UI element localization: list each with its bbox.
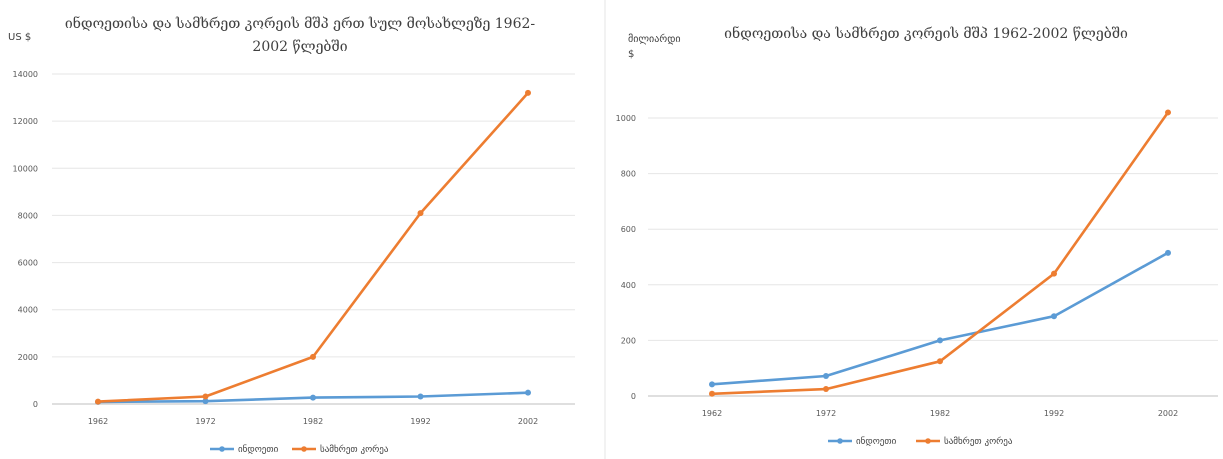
legend-label-india: ინდოეთი (238, 444, 279, 455)
data-point-korea (709, 390, 715, 397)
x-tick-label: 1992 (1044, 409, 1064, 418)
x-tick-label: 1962 (88, 417, 108, 426)
data-point-korea (95, 398, 101, 405)
x-tick-label: 1992 (410, 417, 430, 426)
x-tick-label: 1972 (195, 417, 215, 426)
data-point-korea (310, 353, 316, 360)
y-tick-label: 6000 (18, 259, 38, 268)
x-tick-label: 2002 (518, 417, 538, 426)
y-tick-label: 10000 (13, 164, 38, 173)
chart-title-line1: ინდოეთისა და სამხრეთ კორეის მშპ ერთ სულ … (65, 14, 536, 32)
y-tick-label: 12000 (13, 117, 38, 126)
gridlines (648, 117, 1218, 397)
data-point-india (202, 398, 209, 405)
y-axis-unit-label-line1: მილიარდი (628, 33, 681, 45)
data-point-india (310, 394, 316, 401)
y-tick-label: 0 (33, 400, 38, 409)
legend: ინდოეთი სამხრეთ კორეა (210, 444, 389, 455)
data-point-korea (417, 210, 424, 217)
panel-divider (604, 0, 606, 459)
y-tick-label: 4000 (18, 306, 38, 315)
chart-title: ინდოეთისა და სამხრეთ კორეის მშპ 1962-200… (724, 24, 1128, 42)
legend-dot-korea (925, 438, 931, 444)
legend-dot-india (219, 446, 225, 452)
data-point-india (525, 389, 531, 396)
gridlines (52, 73, 575, 405)
legend-dot-korea (301, 446, 307, 452)
x-axis-ticks: 1962 1972 1982 1992 2002 (88, 417, 538, 426)
data-point-korea (1051, 270, 1057, 277)
legend-label-india: ინდოეთი (856, 436, 897, 447)
legend-label-korea: სამხრეთ კორეა (320, 444, 389, 455)
y-axis-ticks: 0 2000 4000 6000 8000 10000 12000 14000 (13, 70, 38, 409)
x-tick-label: 1962 (702, 409, 722, 418)
series-group (709, 109, 1171, 397)
y-axis-unit-label-line2: $ (628, 49, 634, 60)
x-tick-label: 2002 (1158, 409, 1178, 418)
data-point-india (823, 372, 829, 379)
data-point-india (709, 381, 715, 388)
x-tick-label: 1972 (816, 409, 836, 418)
left-chart-panel: ინდოეთისა და სამხრეთ კორეის მშპ ერთ სულ … (0, 0, 604, 459)
data-point-korea (937, 358, 943, 365)
series-group (95, 89, 531, 405)
data-point-india (417, 393, 424, 400)
legend: ინდოეთი სამხრეთ კორეა (828, 436, 1013, 447)
data-point-korea (1165, 109, 1171, 116)
y-tick-label: 2000 (18, 353, 38, 362)
data-point-india (1051, 313, 1057, 320)
x-tick-label: 1982 (930, 409, 950, 418)
x-axis-ticks: 1962 1972 1982 1992 2002 (702, 409, 1178, 418)
data-point-korea (202, 393, 209, 400)
series-line-korea (711, 111, 1170, 396)
y-tick-label: 1000 (616, 114, 636, 123)
data-point-india (1165, 249, 1171, 256)
y-tick-label: 14000 (13, 70, 38, 79)
series-line-india (711, 251, 1169, 386)
legend-label-korea: სამხრეთ კორეა (944, 436, 1013, 447)
y-axis-unit-label: US $ (8, 32, 31, 43)
y-tick-label: 400 (621, 281, 636, 290)
legend-dot-india (837, 438, 843, 444)
gdp-per-capita-chart: ინდოეთისა და სამხრეთ კორეის მშპ ერთ სულ … (8, 14, 575, 455)
y-tick-label: 800 (621, 170, 636, 179)
y-tick-label: 200 (621, 336, 636, 345)
data-point-korea (823, 386, 829, 393)
y-tick-label: 0 (631, 392, 636, 401)
data-point-korea (525, 89, 531, 96)
data-point-india (937, 337, 943, 344)
y-tick-label: 8000 (18, 211, 38, 220)
y-axis-ticks: 0 200 400 600 800 1000 (616, 114, 636, 401)
chart-title-line2: 2002 წლებში (252, 38, 347, 55)
x-tick-label: 1982 (303, 417, 323, 426)
gdp-total-chart: ინდოეთისა და სამხრეთ კორეის მშპ 1962-200… (616, 24, 1218, 447)
right-chart-panel: ინდოეთისა და სამხრეთ კორეის მშპ 1962-200… (606, 0, 1223, 459)
y-tick-label: 600 (621, 225, 636, 234)
